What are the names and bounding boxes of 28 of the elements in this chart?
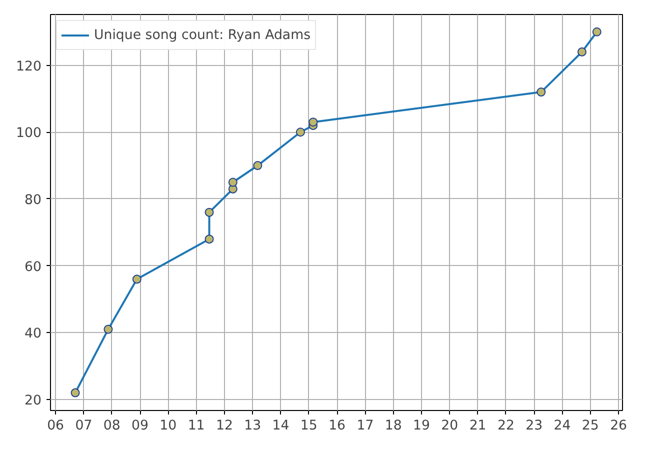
x-tick-label: 24 [554,418,571,434]
x-tick-label: 26 [610,418,628,434]
x-tick-label: 23 [526,418,543,434]
x-tick-label: 13 [244,418,262,434]
y-tick-label: 60 [24,260,42,275]
x-tick-label: 16 [328,418,346,434]
legend-label: Unique song count: Ryan Adams [94,28,311,42]
y-tick-label: 80 [24,192,42,208]
x-tick-label: 09 [132,418,149,434]
x-tick-label: 22 [497,418,514,434]
x-tick-label: 21 [469,418,486,434]
x-tick-label: 25 [582,418,599,434]
x-tick-label: 18 [384,418,402,434]
x-tick-label: 11 [188,418,205,434]
y-tick-label: 40 [24,326,42,342]
y-tick-label: 120 [16,59,42,74]
x-tick-label: 20 [441,418,458,434]
x-tick-label: 17 [356,418,374,434]
x-tick-label: 14 [272,418,290,434]
x-tick-label: 08 [103,418,120,434]
x-tick-label: 10 [160,418,177,434]
x-tick-label: 12 [216,418,233,434]
x-tick-label: 19 [413,418,430,434]
x-tick-label: 15 [300,418,318,434]
y-tick-label: 20 [24,393,42,408]
y-tick-label: 100 [16,126,42,142]
x-tick-label: 06 [47,418,64,434]
x-tick-label: 07 [75,418,92,434]
